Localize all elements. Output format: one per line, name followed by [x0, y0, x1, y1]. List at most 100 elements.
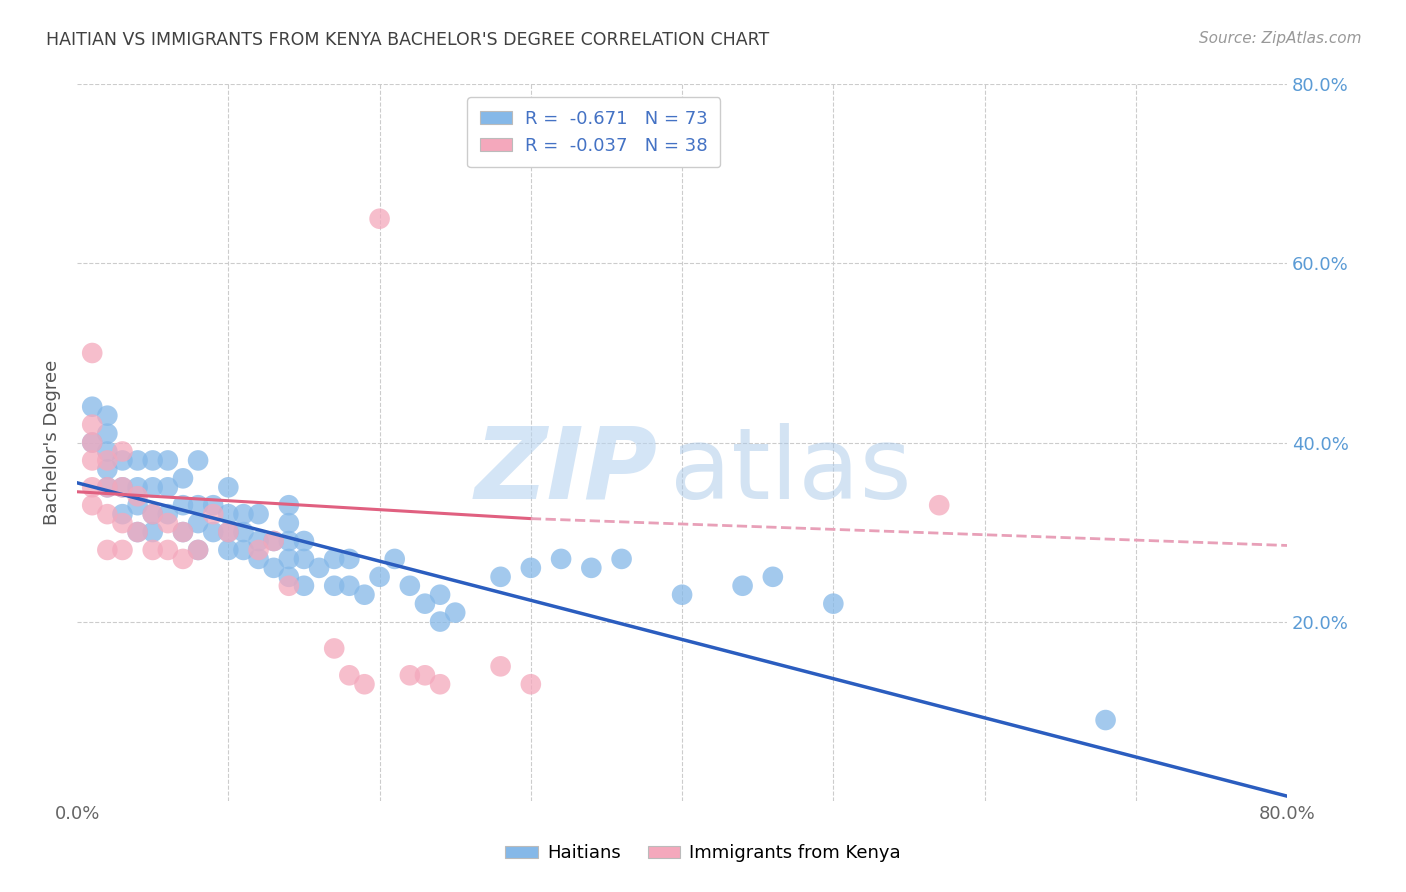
- Point: [217, 524, 239, 539]
- Point: [520, 561, 543, 575]
- Point: [96, 507, 118, 521]
- Point: [187, 543, 209, 558]
- Point: [96, 426, 118, 441]
- Point: [337, 579, 360, 593]
- Point: [127, 453, 149, 467]
- Point: [550, 552, 572, 566]
- Point: [82, 400, 104, 414]
- Point: [127, 524, 149, 539]
- Point: [263, 561, 285, 575]
- Point: [429, 588, 451, 602]
- Point: [82, 480, 104, 494]
- Legend: R =  -0.671   N = 73, R =  -0.037   N = 38: R = -0.671 N = 73, R = -0.037 N = 38: [467, 97, 720, 168]
- Point: [232, 524, 254, 539]
- Point: [247, 552, 270, 566]
- Point: [368, 570, 391, 584]
- Point: [489, 659, 512, 673]
- Text: ZIP: ZIP: [475, 423, 658, 520]
- Point: [156, 480, 179, 494]
- Point: [232, 507, 254, 521]
- Point: [96, 409, 118, 423]
- Point: [520, 677, 543, 691]
- Point: [111, 480, 134, 494]
- Point: [82, 435, 104, 450]
- Point: [96, 543, 118, 558]
- Point: [247, 543, 270, 558]
- Point: [323, 641, 346, 656]
- Point: [217, 524, 239, 539]
- Point: [217, 480, 239, 494]
- Point: [156, 507, 179, 521]
- Point: [398, 579, 420, 593]
- Point: [127, 498, 149, 512]
- Point: [731, 579, 754, 593]
- Point: [142, 480, 165, 494]
- Point: [187, 498, 209, 512]
- Point: [413, 668, 436, 682]
- Point: [610, 552, 633, 566]
- Point: [247, 534, 270, 549]
- Point: [581, 561, 603, 575]
- Point: [429, 677, 451, 691]
- Point: [762, 570, 785, 584]
- Point: [398, 668, 420, 682]
- Point: [111, 543, 134, 558]
- Point: [156, 453, 179, 467]
- Point: [337, 668, 360, 682]
- Point: [1094, 713, 1116, 727]
- Point: [142, 507, 165, 521]
- Point: [156, 516, 179, 530]
- Point: [277, 552, 299, 566]
- Point: [202, 524, 225, 539]
- Point: [142, 507, 165, 521]
- Point: [353, 677, 375, 691]
- Point: [277, 534, 299, 549]
- Point: [82, 498, 104, 512]
- Point: [413, 597, 436, 611]
- Point: [263, 534, 285, 549]
- Point: [217, 543, 239, 558]
- Point: [111, 480, 134, 494]
- Point: [187, 516, 209, 530]
- Point: [156, 543, 179, 558]
- Point: [172, 524, 194, 539]
- Point: [292, 579, 315, 593]
- Text: Source: ZipAtlas.com: Source: ZipAtlas.com: [1198, 31, 1361, 46]
- Point: [142, 543, 165, 558]
- Point: [323, 552, 346, 566]
- Point: [82, 346, 104, 360]
- Point: [82, 435, 104, 450]
- Point: [96, 462, 118, 476]
- Point: [217, 507, 239, 521]
- Point: [277, 498, 299, 512]
- Point: [172, 498, 194, 512]
- Point: [277, 516, 299, 530]
- Point: [277, 570, 299, 584]
- Point: [127, 480, 149, 494]
- Point: [142, 453, 165, 467]
- Text: atlas: atlas: [671, 423, 911, 520]
- Point: [368, 211, 391, 226]
- Point: [429, 615, 451, 629]
- Point: [111, 507, 134, 521]
- Point: [263, 534, 285, 549]
- Point: [928, 498, 950, 512]
- Point: [96, 453, 118, 467]
- Point: [292, 534, 315, 549]
- Point: [823, 597, 845, 611]
- Point: [247, 507, 270, 521]
- Y-axis label: Bachelor's Degree: Bachelor's Degree: [44, 359, 60, 525]
- Point: [187, 543, 209, 558]
- Point: [96, 480, 118, 494]
- Point: [172, 524, 194, 539]
- Point: [187, 453, 209, 467]
- Point: [671, 588, 693, 602]
- Point: [353, 588, 375, 602]
- Point: [82, 453, 104, 467]
- Point: [337, 552, 360, 566]
- Point: [202, 498, 225, 512]
- Point: [111, 516, 134, 530]
- Point: [202, 507, 225, 521]
- Point: [111, 444, 134, 458]
- Point: [111, 453, 134, 467]
